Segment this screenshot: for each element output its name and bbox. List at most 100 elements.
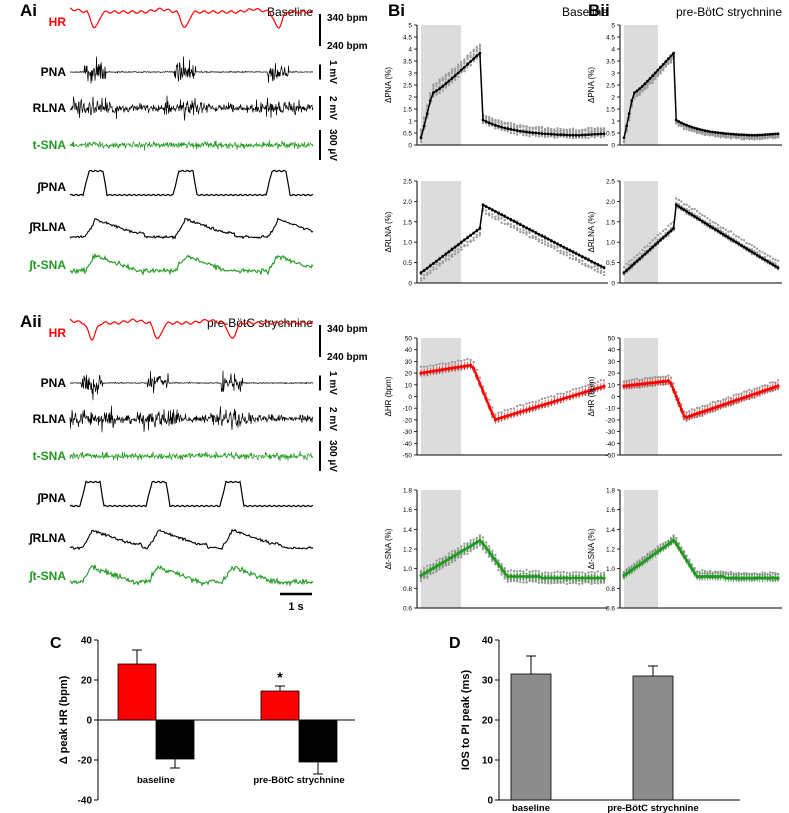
- panel-bi-row3-point: [447, 362, 451, 365]
- panel-bii-row2-point: [763, 252, 767, 255]
- panel-bii-row2-point: [769, 259, 772, 262]
- panel-bi-row3-point: [432, 364, 435, 367]
- panel-bii-row3-point: [625, 379, 628, 383]
- panel-bi-row1-point: [506, 130, 509, 133]
- panel-bii-row1-point: [695, 130, 699, 133]
- panel-bi-row4-point: [525, 568, 528, 571]
- panel-bii-row3-point: [774, 381, 777, 384]
- panel-bi-row1-point: [556, 127, 559, 130]
- panel-bi-row2-point: [522, 231, 525, 235]
- panel-bi-row1-point: [578, 136, 581, 139]
- panel-bii-row1-tick-label: 2: [611, 95, 615, 102]
- panel-bi-row3-point: [574, 387, 578, 391]
- panel-bi-row4-point: [450, 550, 454, 553]
- panel-bi-row2-tick-label: 0.5: [403, 260, 412, 267]
- panel-bii-row3-point: [633, 378, 636, 381]
- panel-bi-row4-point: [565, 571, 568, 575]
- panel-bi-row4-point: [463, 542, 466, 545]
- panel-bi-row1-point: [453, 78, 457, 82]
- trace-rlna: [69, 95, 314, 121]
- panel-bi-row1-point: [531, 133, 534, 137]
- panel-bi-row4-point: [522, 570, 525, 573]
- panel-bi-row1-point: [584, 129, 587, 132]
- panel-bii-row4-point: [737, 571, 740, 575]
- panel-bi-row1-point: [453, 72, 457, 75]
- panel-bi-row4-point: [568, 581, 572, 585]
- panel-bi-row1-tick-label: 2.5: [403, 83, 412, 90]
- panel-bi-row2-point: [553, 247, 556, 250]
- panel-bi-row1-point: [472, 55, 475, 58]
- panel-bii-row1-point: [685, 126, 688, 129]
- panel-bii-row2-point: [685, 207, 688, 211]
- panel-bii-row2-point: [769, 255, 772, 258]
- panel-bi-row4-point: [422, 567, 426, 570]
- panel-bii-row3-point: [628, 379, 631, 382]
- panel-bi-row4-point: [528, 570, 531, 573]
- panel-bii-row2-point: [701, 214, 704, 217]
- panel-bi-row2-point: [484, 212, 488, 215]
- panel-bii-row2-point: [776, 259, 780, 262]
- panel-bi-row3-point: [497, 411, 500, 414]
- panel-bii-row1-tick-label: 3: [611, 71, 615, 78]
- panel-bi-row1-point: [450, 81, 454, 84]
- panel-bii-row4-point: [706, 570, 709, 574]
- panel-bi-row2-point: [503, 219, 506, 222]
- panel-bi-row1-point: [488, 115, 491, 119]
- panel-aii-label: Aii: [20, 312, 42, 331]
- panel-bii-row2-point: [755, 251, 759, 254]
- panel-bi-row1-point: [422, 117, 426, 120]
- panel-bi-label: Bi: [388, 1, 405, 20]
- panel-bii-row2-point: [698, 216, 701, 219]
- panel-bi-row1-point: [491, 117, 494, 120]
- panel-c-tick-label: -40: [78, 796, 93, 807]
- panel-bi-row4-point: [472, 538, 475, 541]
- panel-bi-row4-tick-label: 1.8: [403, 488, 412, 495]
- panel-bi-row1-point: [540, 127, 544, 130]
- panel-bii-row2-point: [714, 222, 717, 225]
- panel-bi-row2-point: [534, 237, 537, 241]
- panel-bi-row2-point: [590, 266, 593, 270]
- scale-hr-top: 340 bpm: [327, 324, 368, 335]
- panel-bi-row2-point: [522, 229, 525, 232]
- panel-bii-row1-point: [654, 77, 657, 81]
- panel-bi-row4-point: [475, 545, 478, 549]
- panel-bi-row4-point: [453, 549, 457, 552]
- panel-bi-row2-point: [435, 267, 438, 270]
- panel-bii-row1-point: [748, 136, 751, 139]
- panel-bii-row2-point: [638, 252, 641, 255]
- panel-bi-row2-point: [602, 273, 606, 277]
- panel-bii-row1-tick-label: 4: [611, 47, 615, 54]
- panel-bi-row3-point: [543, 397, 547, 400]
- panel-bi-row4-point: [512, 569, 516, 573]
- panel-c-category-label: pre-BötC strychnine: [253, 775, 344, 786]
- panel-bi-row4-point: [429, 563, 432, 567]
- panel-bi-row1-point: [460, 62, 463, 66]
- panel-bi-row4-point: [460, 556, 463, 559]
- panel-bii-row1-tick-label: 1: [611, 119, 615, 126]
- panel-bii-row4-point: [651, 549, 654, 553]
- panel-d-tick-label: 10: [482, 756, 494, 767]
- panel-bii-row1-point: [651, 81, 654, 85]
- panel-bi-row3-point: [491, 406, 494, 409]
- panel-bi-row2-point: [519, 230, 522, 234]
- panel-bi-row4-point: [432, 571, 435, 575]
- panel-bii-row1-point: [635, 93, 639, 96]
- panel-bi-row4-point: [574, 582, 578, 585]
- panel-bii-row4-point: [701, 569, 704, 572]
- panel-bi-row3-point: [590, 382, 593, 386]
- panel-bi-row2-point: [450, 253, 454, 256]
- panel-bii-row3-point: [753, 387, 756, 391]
- trace-hr: [69, 7, 314, 29]
- panel-bi-row2-tick-label: 1.0: [403, 240, 412, 247]
- panel-bii-row2-point: [742, 239, 746, 242]
- panel-bii-row1-point: [693, 129, 696, 132]
- panel-bii-row1-mean-line: [623, 51, 779, 138]
- panel-bi-row2-point: [494, 215, 497, 218]
- panel-bi-row1-point: [550, 129, 553, 132]
- panel-bi-row4-point: [457, 547, 460, 550]
- panel-bi-row2-point: [562, 250, 565, 254]
- panel-bi-row1-point: [444, 85, 447, 88]
- panel-bi-row1-point: [475, 57, 478, 60]
- panel-bii-row1-point: [638, 90, 641, 93]
